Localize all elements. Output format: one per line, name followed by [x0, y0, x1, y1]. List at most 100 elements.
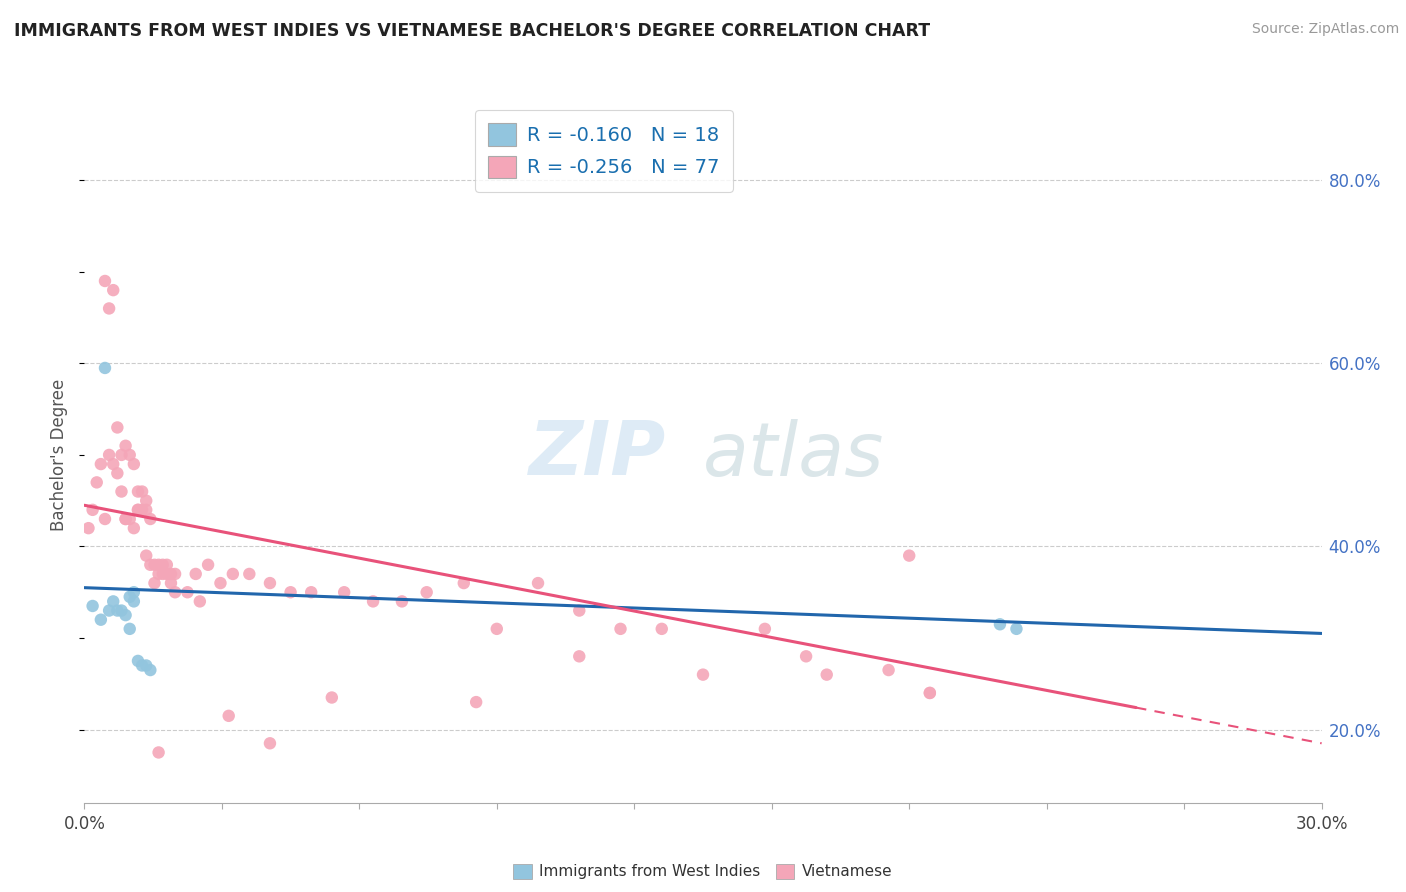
Point	[218, 708, 240, 723]
Point	[165, 585, 187, 599]
Point	[259, 576, 281, 591]
Point	[105, 603, 128, 617]
Point	[988, 617, 1011, 632]
Point	[139, 558, 162, 572]
Point	[692, 667, 714, 681]
Point	[156, 558, 179, 572]
Point	[160, 566, 183, 581]
Point	[94, 361, 117, 376]
Point	[918, 686, 941, 700]
Point	[209, 576, 232, 591]
Point	[877, 663, 900, 677]
Point	[105, 467, 128, 481]
Point	[152, 558, 174, 572]
Point	[131, 484, 153, 499]
Point	[156, 566, 179, 581]
Point	[527, 576, 550, 591]
Point	[152, 566, 174, 581]
Point	[143, 558, 166, 572]
Point	[131, 658, 153, 673]
Point	[568, 603, 591, 617]
Point	[90, 613, 112, 627]
Legend: Immigrants from West Indies, Vietnamese: Immigrants from West Indies, Vietnamese	[508, 857, 898, 886]
Point	[135, 549, 157, 563]
Point	[110, 484, 132, 499]
Point	[103, 594, 125, 608]
Point	[118, 590, 141, 604]
Text: IMMIGRANTS FROM WEST INDIES VS VIETNAMESE BACHELOR'S DEGREE CORRELATION CHART: IMMIGRANTS FROM WEST INDIES VS VIETNAMES…	[14, 22, 931, 40]
Point	[135, 493, 157, 508]
Point	[94, 274, 117, 288]
Point	[333, 585, 356, 599]
Point	[609, 622, 631, 636]
Point	[98, 448, 121, 462]
Point	[98, 301, 121, 316]
Point	[103, 457, 125, 471]
Point	[188, 594, 211, 608]
Point	[415, 585, 437, 599]
Point	[127, 484, 149, 499]
Point	[114, 439, 136, 453]
Point	[143, 576, 166, 591]
Point	[794, 649, 817, 664]
Point	[82, 599, 104, 613]
Point	[110, 448, 132, 462]
Point	[361, 594, 384, 608]
Point	[222, 566, 245, 581]
Point	[127, 654, 149, 668]
Point	[127, 503, 149, 517]
Point	[139, 663, 162, 677]
Y-axis label: Bachelor's Degree: Bachelor's Degree	[51, 379, 69, 531]
Point	[465, 695, 488, 709]
Point	[139, 512, 162, 526]
Point	[898, 549, 921, 563]
Point	[122, 521, 145, 535]
Point	[815, 667, 838, 681]
Point	[391, 594, 413, 608]
Point	[160, 576, 183, 591]
Point	[77, 521, 100, 535]
Point	[82, 503, 104, 517]
Point	[135, 503, 157, 517]
Point	[259, 736, 281, 750]
Point	[165, 566, 187, 581]
Point	[127, 503, 149, 517]
Point	[1005, 622, 1028, 636]
Point	[918, 686, 941, 700]
Point	[148, 746, 170, 760]
Point	[651, 622, 673, 636]
Text: Source: ZipAtlas.com: Source: ZipAtlas.com	[1251, 22, 1399, 37]
Point	[131, 503, 153, 517]
Point	[135, 658, 157, 673]
Point	[321, 690, 343, 705]
Point	[118, 512, 141, 526]
Point	[122, 594, 145, 608]
Point	[122, 585, 145, 599]
Text: ZIP: ZIP	[529, 418, 666, 491]
Text: atlas: atlas	[703, 419, 884, 491]
Point	[94, 512, 117, 526]
Point	[176, 585, 198, 599]
Point	[98, 603, 121, 617]
Point	[184, 566, 207, 581]
Point	[103, 283, 125, 297]
Point	[453, 576, 475, 591]
Point	[114, 512, 136, 526]
Point	[148, 566, 170, 581]
Point	[86, 475, 108, 490]
Point	[118, 622, 141, 636]
Point	[485, 622, 508, 636]
Point	[122, 457, 145, 471]
Point	[299, 585, 322, 599]
Point	[148, 558, 170, 572]
Point	[114, 512, 136, 526]
Point	[568, 649, 591, 664]
Point	[114, 608, 136, 623]
Point	[118, 448, 141, 462]
Point	[280, 585, 302, 599]
Point	[90, 457, 112, 471]
Point	[754, 622, 776, 636]
Point	[238, 566, 260, 581]
Point	[110, 603, 132, 617]
Point	[105, 420, 128, 434]
